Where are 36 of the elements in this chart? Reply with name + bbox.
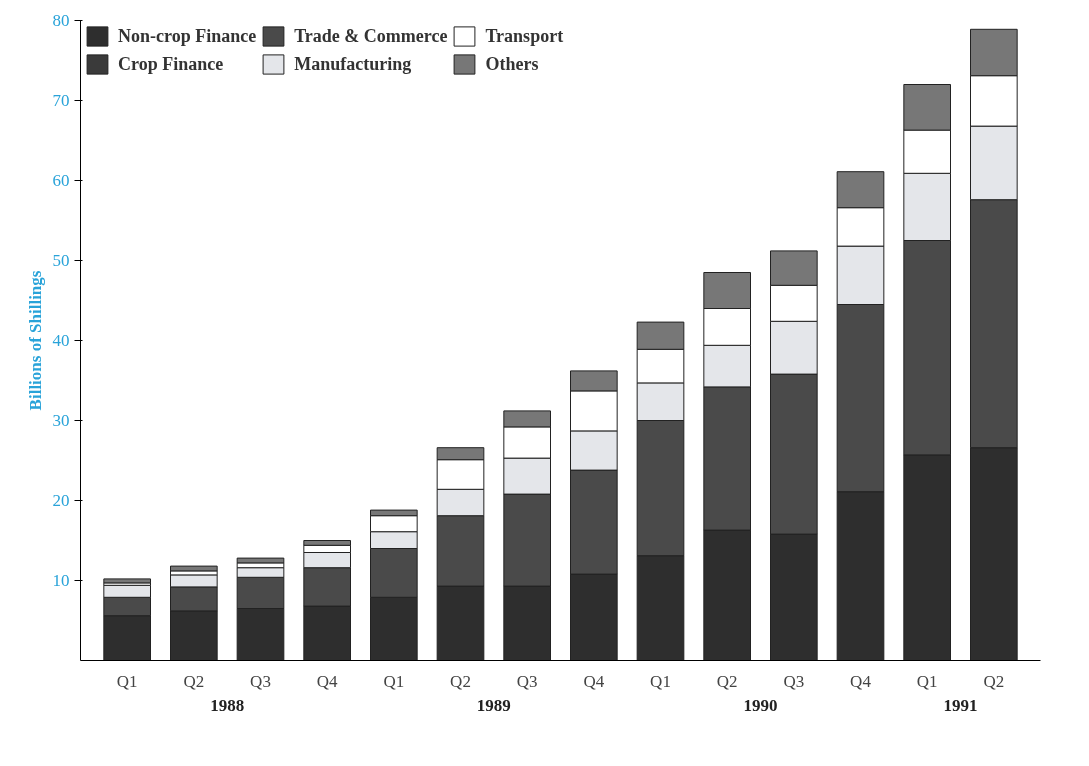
x-tick-label: Q3 bbox=[783, 671, 805, 691]
x-tick-label: Q3 bbox=[516, 671, 538, 691]
bar bbox=[103, 578, 151, 584]
y-tick-label: 70 bbox=[52, 91, 70, 110]
x-tick-label: Q1 bbox=[916, 671, 938, 691]
legend-label: Transport bbox=[485, 25, 564, 47]
x-tick-label: Q1 bbox=[650, 671, 671, 691]
legend-label: Crop Finance bbox=[118, 53, 224, 75]
bar bbox=[170, 565, 218, 572]
y-tick-label: 20 bbox=[52, 491, 70, 510]
bar bbox=[236, 557, 285, 564]
legend-label: Trade & Commerce bbox=[294, 25, 448, 47]
y-tick-label: 30 bbox=[52, 411, 70, 430]
y-axis-title: Billions of Shillings bbox=[25, 270, 45, 411]
y-tick-label: 10 bbox=[52, 571, 70, 590]
y-tick-label: 60 bbox=[52, 171, 70, 190]
x-tick-label: Q4 bbox=[583, 671, 605, 691]
x-tick-label: Q4 bbox=[850, 671, 872, 691]
y-tick-label: 40 bbox=[52, 331, 70, 350]
x-tick-label: Q2 bbox=[716, 671, 738, 691]
legend-label: Non-crop Finance bbox=[118, 25, 257, 47]
x-tick-label: Q2 bbox=[183, 671, 205, 691]
text: 1990 bbox=[743, 695, 778, 715]
y-tick-label: 50 bbox=[52, 251, 70, 270]
x-tick-label: Q2 bbox=[983, 671, 1005, 691]
x-tick-label: Q3 bbox=[250, 671, 271, 691]
y-tick-label: 80 bbox=[52, 11, 70, 30]
x-tick-label: Q1 bbox=[383, 671, 405, 691]
legend-label: Others bbox=[485, 53, 539, 75]
text: 1991 bbox=[943, 695, 978, 715]
text: 1989 bbox=[476, 695, 511, 715]
legend-label: Manufacturing bbox=[294, 53, 412, 75]
x-tick-label: Q1 bbox=[116, 671, 138, 691]
text: 1988 bbox=[210, 695, 245, 715]
x-tick-label: Q4 bbox=[316, 671, 339, 691]
x-tick-label: Q2 bbox=[450, 671, 471, 691]
